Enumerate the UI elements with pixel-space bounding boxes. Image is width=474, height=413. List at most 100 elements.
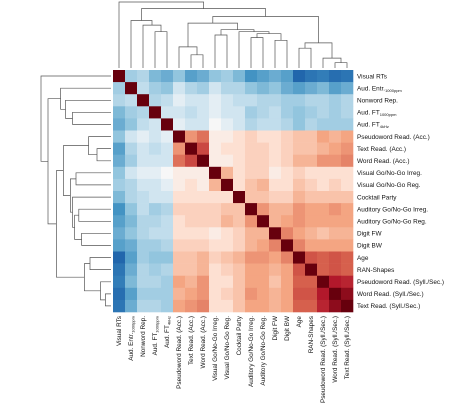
heatmap-cell [173,263,186,276]
heatmap-cell [173,239,186,252]
heatmap-cell [269,82,282,95]
heatmap-cell [125,166,138,180]
dendrogram-branch [72,111,111,125]
heatmap-cell [257,166,270,180]
heatmap-cell [149,239,162,252]
heatmap-cell [257,118,270,131]
heatmap-cell [329,142,342,155]
dendrogram-branch [238,31,270,68]
heatmap-cell [113,166,126,180]
heatmap-cell [245,106,258,119]
heatmap-cell [161,203,174,216]
heatmap-cell [317,70,330,83]
heatmap-cell [161,118,174,131]
heatmap-cell [293,94,306,107]
heatmap-cell [125,287,138,301]
heatmap-cell [149,154,162,168]
heatmap-cell [281,130,294,143]
heatmap-cell [281,203,294,216]
heatmap-cell [161,215,174,228]
heatmap-cell [221,166,234,180]
heatmap-cell [125,70,138,83]
heatmap-cell [257,94,270,107]
heatmap-cell [161,263,174,276]
heatmap-cell [329,263,342,276]
heatmap-cell [209,118,222,131]
heatmap-cell [113,106,126,119]
heatmap-cell [197,263,210,276]
heatmap-cell [305,106,318,119]
heatmap-cell [185,191,198,204]
heatmap-cell [281,263,294,276]
heatmap-cell [197,70,210,83]
heatmap-cell [209,106,222,119]
heatmap-cell [341,70,354,83]
heatmap-cell [281,118,294,131]
heatmap-cell [245,263,258,276]
heatmap-cell [161,275,174,289]
heatmap-cell [161,299,174,313]
heatmap-cell [233,166,246,180]
heatmap-cell [161,94,174,107]
heatmap-cell [221,215,234,228]
heatmap-cell [209,263,222,276]
heatmap-cell [137,299,150,313]
heatmap-cell [113,203,126,216]
dendrogram-branch [72,196,111,228]
heatmap-cell [149,166,162,180]
heatmap-cell [329,154,342,168]
row-label: Text Read. (Syll./Sec.) [357,303,420,310]
heatmap-cell [221,227,234,240]
heatmap-cell [317,287,330,301]
row-label: Cocktail Party [357,194,397,201]
dendrogram-branch [130,20,153,68]
heatmap-cell [269,227,282,240]
heatmap-cell [137,191,150,204]
heatmap-cell [329,203,342,216]
heatmap-cell [149,130,162,143]
heatmap-cell [245,275,258,289]
heatmap-cell [317,203,330,216]
heatmap-cell [173,142,186,155]
heatmap-cell [341,299,354,313]
heatmap-cell [113,215,126,228]
row-label: Visual Go/No-Go Irreg. [357,170,422,177]
heatmap-cell [341,191,354,204]
heatmap-cell [245,154,258,168]
heatmap-cell [185,203,198,216]
heatmap-cell [245,251,258,264]
heatmap-cell [113,154,126,168]
heatmap-cell [257,227,270,240]
heatmap-cell [209,94,222,107]
left-dendrogram [40,75,111,307]
heatmap-cell [305,191,318,204]
heatmap-cell [125,191,138,204]
heatmap-cell [197,94,210,107]
dendrogram-branch [178,46,198,68]
heatmap-cell [173,106,186,119]
heatmap-cell [341,106,354,119]
heatmap-cell [125,239,138,252]
heatmap-cell [161,154,174,168]
heatmap-cell [197,191,210,204]
heatmap-cell [185,215,198,228]
dendrogram-branch [81,232,111,246]
heatmap-cell [293,142,306,155]
heatmap-cell [149,70,162,83]
heatmap-cell [113,251,126,264]
heatmap-cell [125,299,138,313]
column-label: Visual Go/No-Go Irreg. [212,316,219,381]
heatmap-cell [233,203,246,216]
dendrogram-branch [298,47,312,68]
column-label: Word Read. (Acc.) [200,316,207,368]
heatmap-cell [185,82,198,95]
heatmap-cell [341,263,354,276]
heatmap-cell [185,178,198,192]
heatmap-cell [257,203,270,216]
heatmap-cell [161,239,174,252]
heatmap-cell [149,275,162,289]
column-label: Text Read. (Syll./Sec.) [344,316,351,379]
heatmap-cell [125,251,138,264]
heatmap-cell [329,191,342,204]
